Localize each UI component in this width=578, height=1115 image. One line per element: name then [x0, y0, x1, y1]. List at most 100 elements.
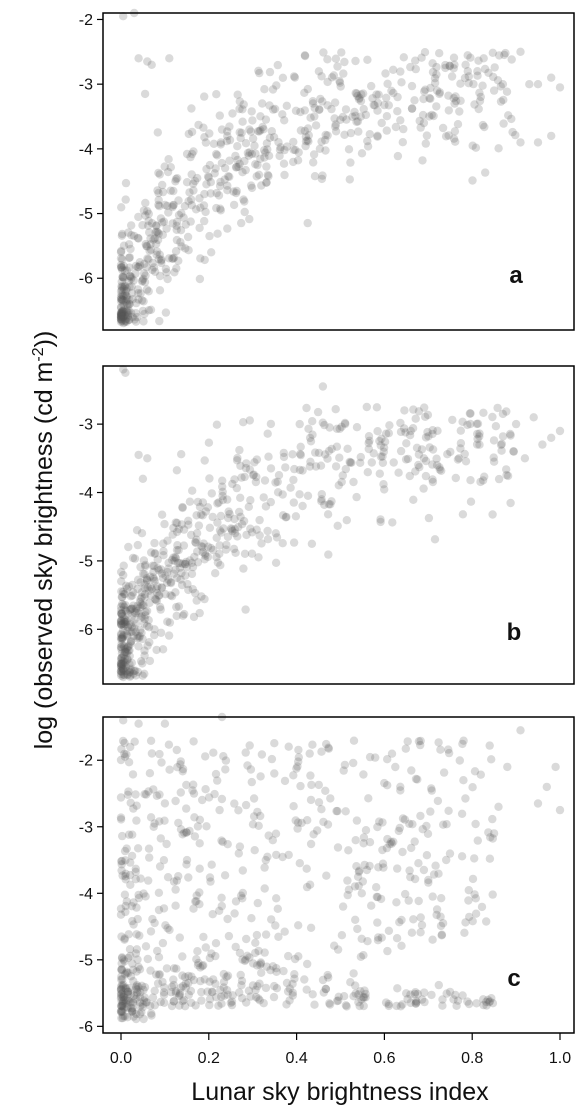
scatter-point: [175, 991, 184, 1001]
scatter-point: [275, 145, 285, 154]
scatter-point: [213, 518, 222, 527]
scatter-point: [451, 990, 460, 1000]
scatter-point: [224, 172, 233, 181]
scatter-point: [205, 160, 215, 170]
scatter-point: [146, 1001, 155, 1010]
scatter-point: [160, 719, 170, 728]
scatter-point: [147, 548, 156, 557]
scatter-point: [150, 576, 159, 586]
scatter-point: [304, 424, 313, 433]
scatter-point: [398, 847, 407, 857]
scatter-point: [212, 533, 221, 542]
scatter-point: [405, 866, 414, 875]
scatter-point: [369, 100, 378, 110]
scatter-point: [182, 149, 192, 159]
scatter-point: [119, 300, 128, 310]
scatter-point: [216, 177, 225, 187]
scatter-point: [178, 559, 187, 568]
scatter-point: [144, 623, 154, 632]
scatter-point: [352, 117, 361, 127]
scatter-point: [122, 266, 131, 275]
scatter-point: [289, 475, 298, 485]
scatter-point: [316, 461, 326, 470]
scatter-point: [294, 753, 303, 762]
scatter-point: [116, 297, 126, 306]
scatter-point: [259, 125, 268, 134]
scatter-point: [120, 934, 129, 943]
scatter-point: [344, 885, 354, 894]
scatter-point: [133, 584, 142, 594]
scatter-point: [381, 429, 391, 438]
scatter-point: [353, 872, 363, 881]
scatter-point: [117, 662, 126, 671]
scatter-point: [124, 240, 134, 249]
scatter-point: [166, 578, 175, 587]
scatter-point: [323, 101, 332, 110]
scatter-point: [117, 992, 126, 1002]
scatter-point: [191, 205, 201, 214]
scatter-point: [191, 537, 200, 547]
scatter-point: [132, 930, 141, 939]
y-tick-label: -6: [79, 622, 93, 639]
scatter-point: [118, 634, 127, 643]
panel-b-points: [116, 365, 565, 682]
scatter-point: [300, 51, 310, 60]
scatter-point: [238, 888, 247, 898]
scatter-point: [192, 529, 202, 538]
scatter-point: [121, 999, 130, 1008]
scatter-point: [547, 131, 556, 141]
scatter-point: [420, 87, 429, 96]
scatter-point: [476, 92, 485, 102]
scatter-point: [262, 178, 271, 187]
scatter-point: [361, 110, 371, 120]
scatter-point: [125, 660, 134, 669]
scatter-point: [117, 975, 126, 984]
scatter-point: [264, 831, 273, 840]
scatter-point: [380, 437, 390, 446]
scatter-point: [304, 137, 313, 146]
scatter-point: [132, 982, 141, 991]
scatter-point: [119, 602, 129, 612]
scatter-point: [225, 509, 234, 519]
scatter-point: [533, 799, 543, 808]
scatter-point: [397, 915, 406, 925]
scatter-point: [135, 993, 145, 1002]
scatter-point: [207, 949, 216, 958]
scatter-point: [475, 88, 484, 98]
scatter-point: [117, 307, 127, 316]
scatter-point: [231, 548, 240, 557]
scatter-point: [288, 991, 297, 1000]
scatter-point: [406, 62, 415, 72]
scatter-point: [372, 90, 381, 99]
scatter-point: [472, 999, 481, 1008]
scatter-point: [248, 981, 258, 990]
scatter-point: [172, 466, 182, 475]
scatter-point: [432, 461, 442, 470]
scatter-point: [246, 181, 256, 190]
scatter-point: [168, 254, 177, 263]
scatter-point: [125, 299, 134, 309]
scatter-point: [428, 59, 437, 68]
scatter-point: [272, 964, 281, 973]
scatter-point: [210, 789, 219, 799]
scatter-point: [176, 575, 185, 584]
scatter-point: [421, 85, 430, 94]
scatter-point: [116, 985, 126, 994]
scatter-point: [278, 110, 287, 119]
scatter-point: [223, 127, 232, 136]
scatter-point: [383, 755, 392, 764]
scatter-point: [300, 88, 309, 98]
scatter-point: [360, 860, 369, 870]
scatter-point: [127, 282, 136, 291]
scatter-point: [117, 577, 126, 586]
scatter-point: [120, 749, 129, 759]
scatter-point: [244, 986, 254, 995]
scatter-point: [456, 444, 465, 453]
scatter-point: [140, 590, 150, 599]
scatter-point: [116, 310, 126, 319]
scatter-point: [129, 804, 138, 813]
scatter-point: [401, 889, 410, 899]
scatter-point: [142, 621, 152, 631]
scatter-point: [149, 573, 158, 582]
scatter-point: [470, 767, 480, 776]
